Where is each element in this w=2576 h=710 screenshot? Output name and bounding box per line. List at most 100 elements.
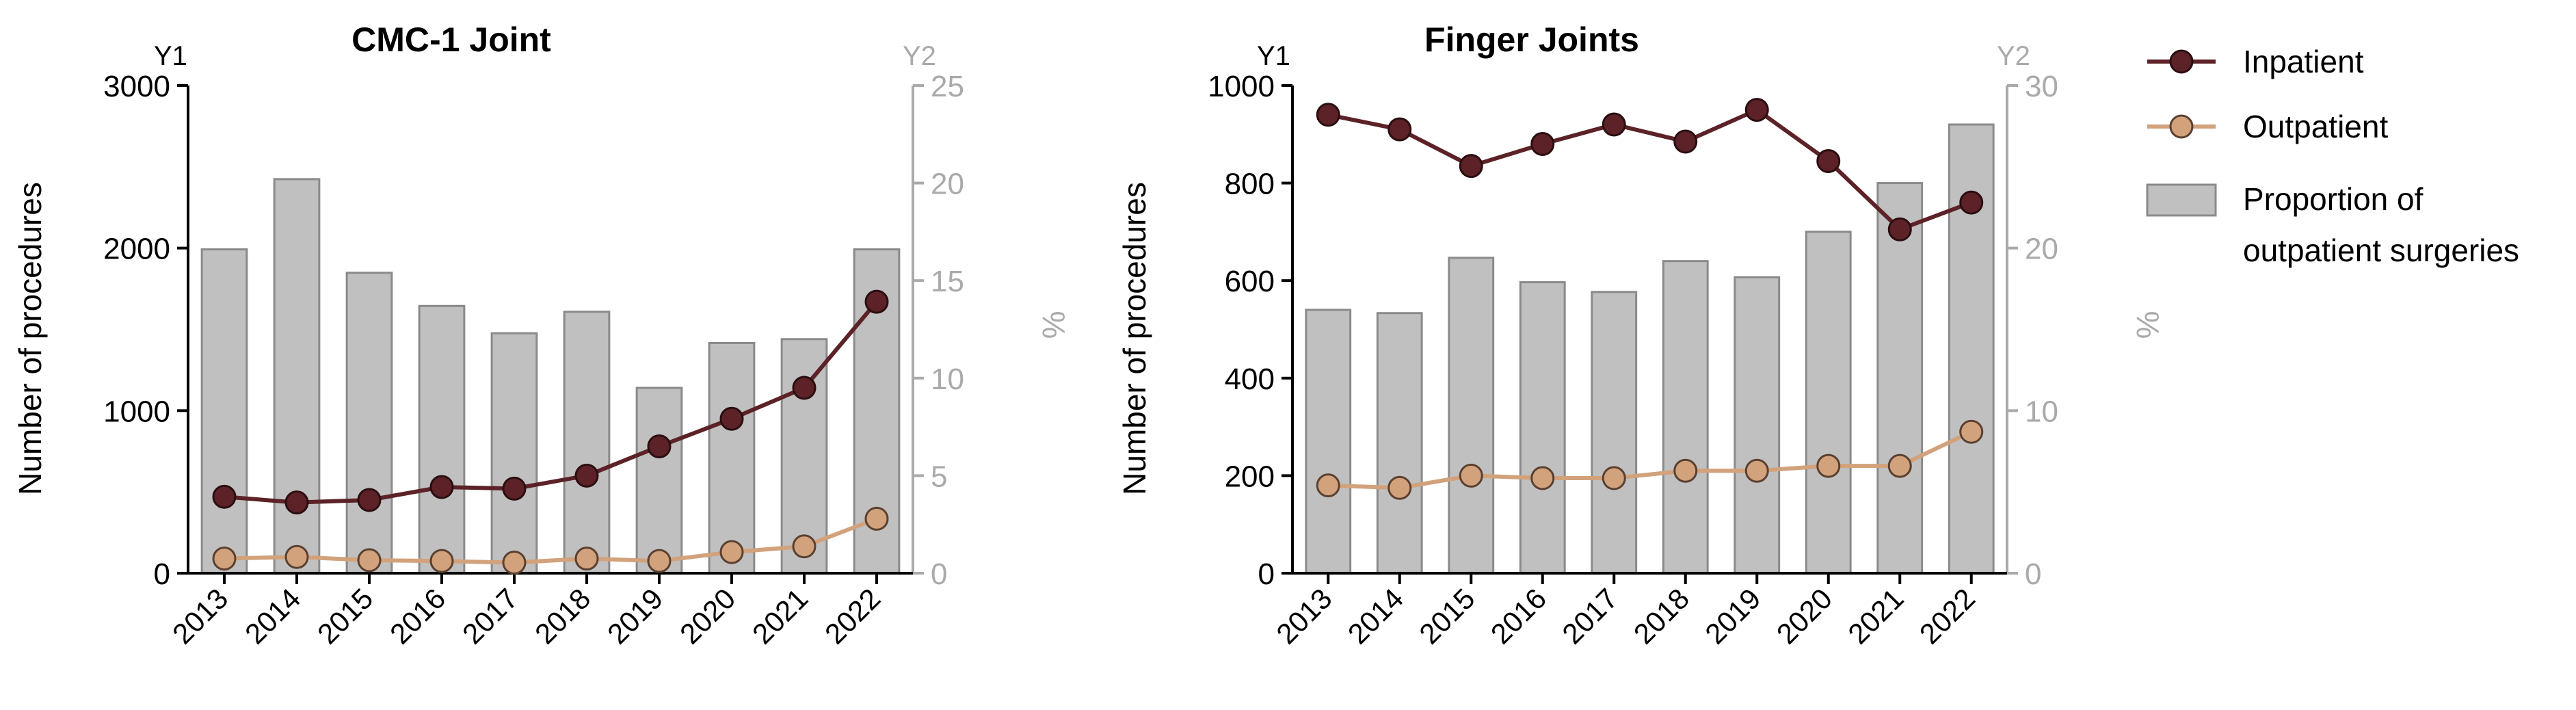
y2-tick-label: 20: [931, 168, 964, 201]
outpatient-point-2021: [792, 534, 816, 559]
inpatient-point-2016: [1530, 132, 1555, 157]
x-tick-label: 2021: [1842, 582, 1909, 650]
line-series: [212, 289, 889, 575]
x-tick-label: 2013: [1270, 582, 1338, 650]
bar-series: [1305, 123, 1995, 575]
y1-tick-label: 2000: [103, 233, 170, 266]
bar-2019: [635, 386, 683, 575]
x-tick-label: 2014: [239, 582, 306, 650]
y2-tick-label: 20: [2025, 233, 2058, 266]
x-tick-label: 2020: [1770, 582, 1838, 650]
inpatient-point-2021: [1887, 217, 1912, 241]
legend: Inpatient Outpatient Proportion of outpa…: [2146, 44, 2519, 268]
x-tick-label: 2014: [1342, 582, 1409, 650]
y1-tick-label: 1000: [1208, 70, 1275, 103]
y1-axis-tag: Y1: [1257, 41, 1290, 71]
inpatient-point-2014: [1387, 117, 1412, 142]
y2-tick-label: 30: [2025, 70, 2058, 103]
x-tick-label: 2020: [674, 582, 741, 650]
x-tick-label: 2017: [456, 582, 524, 650]
x-tick-label: 2017: [1556, 582, 1623, 650]
bar-2020: [708, 341, 756, 575]
bar-series: [200, 178, 901, 575]
y1-axis-label: Number of procedures: [12, 182, 48, 495]
x-tick-label: 2016: [1485, 582, 1552, 650]
x-tick-label: 2019: [1699, 582, 1766, 650]
bar-2017: [490, 332, 538, 575]
inpatient-point-2015: [357, 488, 382, 512]
legend-item-inpatient: Inpatient: [2147, 44, 2364, 79]
y1-tick-label: 0: [1258, 557, 1275, 591]
outpatient-point-2019: [1744, 458, 1769, 483]
inpatient-point-2015: [1459, 154, 1483, 179]
legend-item-outpatient: Outpatient: [2147, 109, 2388, 144]
y1-tick-label: 1000: [103, 395, 170, 428]
inpatient-point-2020: [1816, 149, 1841, 174]
outpatient-point-2017: [502, 551, 527, 575]
outpatient-point-2016: [1530, 466, 1555, 490]
x-tick-label: 2022: [1913, 582, 1981, 650]
legend-proportion-label-line1: Proportion of: [2243, 181, 2424, 217]
x-tick-label: 2018: [1628, 582, 1695, 650]
outpatient-line: [1328, 430, 1973, 490]
inpatient-point-2021: [792, 376, 816, 400]
line-series: [1316, 98, 1984, 500]
inpatient-point-2013: [212, 484, 237, 509]
y2-tick-label: 5: [931, 460, 947, 493]
outpatient-point-2014: [1387, 475, 1412, 500]
y2-tick-label: 0: [931, 557, 947, 591]
bar-2014: [1376, 312, 1423, 575]
chart-title: CMC-1 Joint: [351, 21, 551, 59]
outpatient-point-2015: [357, 548, 382, 573]
x-tick-label: 2015: [311, 582, 379, 650]
legend-outpatient-marker: [2169, 114, 2194, 139]
y2-tick-label: 0: [2025, 557, 2041, 591]
y2-tick-label: 10: [2025, 395, 2058, 428]
legend-inpatient-marker: [2169, 49, 2194, 74]
y2-axis-tag: Y2: [1997, 41, 2030, 71]
y1-axis-tag: Y1: [154, 41, 187, 71]
bar-2017: [1591, 291, 1638, 575]
bar-2015: [1448, 257, 1495, 575]
y2-axis-label: %: [2130, 311, 2166, 339]
y2-tick-label: 10: [931, 363, 964, 396]
outpatient-point-2018: [574, 547, 599, 571]
y1-tick-label: 0: [154, 557, 170, 591]
outpatient-point-2022: [864, 506, 889, 531]
x-tick-label: 2021: [746, 582, 814, 650]
chart-finger-joints: Finger Joints Y1 Y2 Number of procedures…: [1117, 21, 2166, 650]
outpatient-point-2018: [1673, 458, 1698, 483]
bar-2022: [1948, 123, 1995, 575]
inpatient-point-2019: [1744, 98, 1769, 122]
inpatient-point-2013: [1316, 103, 1340, 127]
bar-2013: [1305, 308, 1352, 575]
legend-proportion-label-line2: outpatient surgeries: [2243, 233, 2519, 268]
inpatient-point-2018: [1673, 129, 1698, 154]
outpatient-point-2019: [647, 549, 672, 573]
y1-tick-label: 200: [1225, 460, 1275, 493]
y1-tick-label: 400: [1225, 363, 1275, 396]
inpatient-line: [224, 300, 879, 505]
outpatient-point-2020: [719, 540, 744, 564]
x-tick-label: 2016: [384, 582, 451, 650]
bar-2019: [1734, 276, 1781, 575]
outpatient-point-2014: [284, 544, 309, 569]
inpatient-point-2020: [719, 406, 744, 431]
outpatient-point-2016: [429, 549, 454, 573]
outpatient-line: [224, 516, 878, 565]
chart-title: Finger Joints: [1424, 21, 1639, 59]
y1-tick-label: 800: [1225, 168, 1275, 201]
x-tick-label: 2022: [819, 582, 886, 650]
outpatient-point-2017: [1602, 466, 1626, 490]
x-tick-label: 2018: [529, 582, 596, 650]
inpatient-point-2014: [284, 490, 309, 515]
outpatient-point-2013: [212, 547, 237, 571]
legend-proportion-swatch: [2146, 183, 2217, 217]
inpatient-point-2017: [502, 476, 527, 501]
y1-tick-label: 600: [1225, 265, 1275, 298]
bar-2013: [200, 248, 248, 575]
x-tick-label: 2015: [1413, 582, 1480, 650]
inpatient-point-2016: [429, 475, 454, 499]
